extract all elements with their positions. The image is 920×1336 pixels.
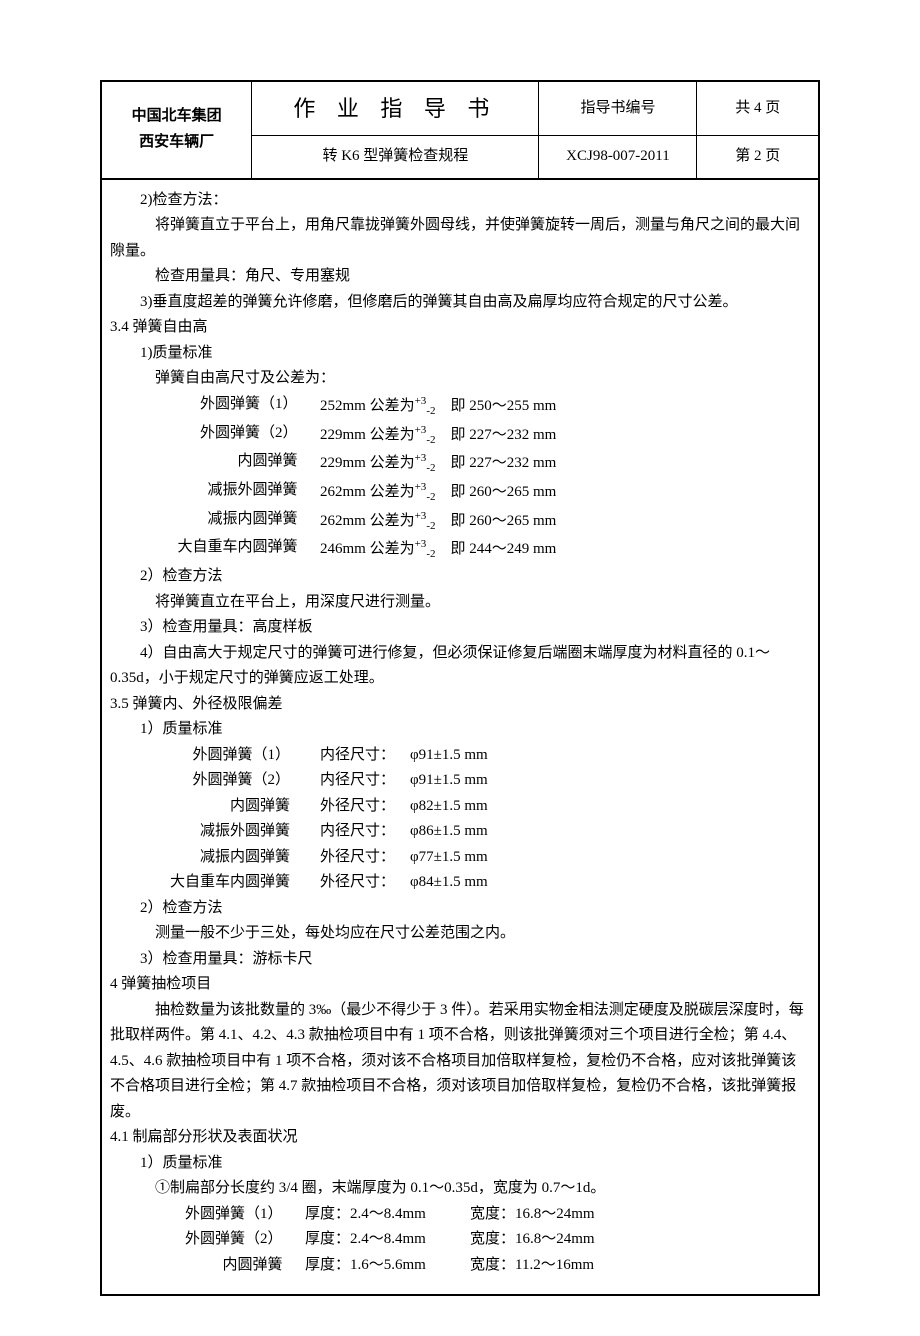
spring-name: 外圆弹簧（1） xyxy=(170,392,320,421)
dim-value: φ82±1.5 mm xyxy=(410,794,488,820)
thickness-value: 厚度：2.4～8.4mm xyxy=(305,1202,470,1228)
pages-total: 共 4 页 xyxy=(697,81,819,136)
spring-spec: 229mm 公差为+3-2 即 227～232 mm xyxy=(320,449,556,478)
spring-name: 外圆弹簧（2） xyxy=(170,421,320,450)
free-height-row: 外圆弹簧（1）252mm 公差为+3-2 即 250～255 mm xyxy=(170,392,810,421)
s41-q-label: 1）质量标准 xyxy=(110,1151,810,1177)
thickness-row: 外圆弹簧（1）厚度：2.4～8.4mm宽度：16.8～24mm xyxy=(170,1202,810,1228)
s34-m4: 4）自由高大于规定尺寸的弹簧可进行修复，但必须保证修复后端圈末端厚度为材料直径的… xyxy=(110,641,810,692)
diameter-row: 外圆弹簧（2）内径尺寸：φ91±1.5 mm xyxy=(170,768,810,794)
dim-value: φ91±1.5 mm xyxy=(410,768,488,794)
dim-label: 外径尺寸： xyxy=(320,870,410,896)
free-height-row: 减振外圆弹簧262mm 公差为+3-2 即 260～265 mm xyxy=(170,478,810,507)
doc-subtitle: 转 K6 型弹簧检查规程 xyxy=(252,136,539,179)
free-height-row: 内圆弹簧229mm 公差为+3-2 即 227～232 mm xyxy=(170,449,810,478)
s34-q-intro: 弹簧自由高尺寸及公差为： xyxy=(110,366,810,392)
pages-current: 第 2 页 xyxy=(697,136,819,179)
s4-body: 抽检数量为该批数量的 3‰（最少不得少于 3 件）。若采用实物金相法测定硬度及脱… xyxy=(110,998,810,1126)
dim-label: 外径尺寸： xyxy=(320,845,410,871)
spring-spec: 262mm 公差为+3-2 即 260～265 mm xyxy=(320,507,556,536)
diameter-row: 减振内圆弹簧外径尺寸：φ77±1.5 mm xyxy=(170,845,810,871)
diameter-row: 减振外圆弹簧内径尺寸：φ86±1.5 mm xyxy=(170,819,810,845)
org-line1: 中国北车集团 xyxy=(108,104,245,130)
spring-name: 内圆弹簧 xyxy=(170,794,320,820)
s41-q-body: ①制扁部分长度约 3/4 圈，末端厚度为 0.1～0.35d，宽度为 0.7～1… xyxy=(110,1176,810,1202)
s35-m2-label: 2）检查方法 xyxy=(110,896,810,922)
spring-name: 减振外圆弹簧 xyxy=(170,478,320,507)
dim-value: φ77±1.5 mm xyxy=(410,845,488,871)
spring-spec: 246mm 公差为+3-2 即 244～249 mm xyxy=(320,535,556,564)
s35-m3: 3）检查用量具：游标卡尺 xyxy=(110,947,810,973)
diameter-row: 外圆弹簧（1）内径尺寸：φ91±1.5 mm xyxy=(170,743,810,769)
dim-value: φ91±1.5 mm xyxy=(410,743,488,769)
thickness-row: 内圆弹簧厚度：1.6～5.6mm宽度：11.2～16mm xyxy=(170,1253,810,1279)
s35-q-label: 1）质量标准 xyxy=(110,717,810,743)
s35-heading: 3.5 弹簧内、外径极限偏差 xyxy=(110,692,810,718)
s35-m2-body: 测量一般不少于三处，每处均应在尺寸公差范围之内。 xyxy=(110,921,810,947)
doc-title: 作 业 指 导 书 xyxy=(293,96,497,121)
spring-name: 内圆弹簧 xyxy=(170,1253,305,1279)
s32-method-label: 2)检查方法： xyxy=(110,188,810,214)
spring-name: 减振内圆弹簧 xyxy=(170,507,320,536)
docnum-value: XCJ98-007-2011 xyxy=(539,136,697,179)
dim-label: 内径尺寸： xyxy=(320,768,410,794)
s32-tools: 检查用量具：角尺、专用塞规 xyxy=(110,264,810,290)
free-height-row: 外圆弹簧（2）229mm 公差为+3-2 即 227～232 mm xyxy=(170,421,810,450)
s34-q-label: 1)质量标准 xyxy=(110,341,810,367)
s34-m2-label: 2）检查方法 xyxy=(110,564,810,590)
width-value: 宽度：16.8～24mm xyxy=(470,1202,595,1228)
spring-name: 外圆弹簧（2） xyxy=(170,1227,305,1253)
spring-spec: 229mm 公差为+3-2 即 227～232 mm xyxy=(320,421,556,450)
width-value: 宽度：11.2～16mm xyxy=(470,1253,594,1279)
org-line2: 西安车辆厂 xyxy=(108,130,245,156)
dim-value: φ84±1.5 mm xyxy=(410,870,488,896)
free-height-table: 外圆弹簧（1）252mm 公差为+3-2 即 250～255 mm外圆弹簧（2）… xyxy=(170,392,810,564)
s4-heading: 4 弹簧抽检项目 xyxy=(110,972,810,998)
title-cell: 作 业 指 导 书 xyxy=(252,81,539,136)
dim-label: 内径尺寸： xyxy=(320,819,410,845)
spring-name: 外圆弹簧（1） xyxy=(170,743,320,769)
docnum-label: 指导书编号 xyxy=(539,81,697,136)
free-height-row: 减振内圆弹簧262mm 公差为+3-2 即 260～265 mm xyxy=(170,507,810,536)
document-header: 中国北车集团 西安车辆厂 作 业 指 导 书 指导书编号 共 4 页 转 K6 … xyxy=(100,80,820,180)
spring-name: 内圆弹簧 xyxy=(170,449,320,478)
spring-name: 大自重车内圆弹簧 xyxy=(170,870,320,896)
spring-name: 大自重车内圆弹簧 xyxy=(170,535,320,564)
thickness-table: 外圆弹簧（1）厚度：2.4～8.4mm宽度：16.8～24mm外圆弹簧（2）厚度… xyxy=(170,1202,810,1279)
thickness-value: 厚度：2.4～8.4mm xyxy=(305,1227,470,1253)
s34-heading: 3.4 弹簧自由高 xyxy=(110,315,810,341)
s32-method-body: 将弹簧直立于平台上，用角尺靠拢弹簧外圆母线，并使弹簧旋转一周后，测量与角尺之间的… xyxy=(110,213,810,264)
dim-value: φ86±1.5 mm xyxy=(410,819,488,845)
diameter-table: 外圆弹簧（1）内径尺寸：φ91±1.5 mm外圆弹簧（2）内径尺寸：φ91±1.… xyxy=(170,743,810,896)
width-value: 宽度：16.8～24mm xyxy=(470,1227,595,1253)
spring-name: 外圆弹簧（2） xyxy=(170,768,320,794)
document-body: 2)检查方法： 将弹簧直立于平台上，用角尺靠拢弹簧外圆母线，并使弹簧旋转一周后，… xyxy=(100,180,820,1296)
s34-m2-body: 将弹簧直立在平台上，用深度尺进行测量。 xyxy=(110,590,810,616)
thickness-value: 厚度：1.6～5.6mm xyxy=(305,1253,470,1279)
s41-heading: 4.1 制扁部分形状及表面状况 xyxy=(110,1125,810,1151)
diameter-row: 内圆弹簧外径尺寸：φ82±1.5 mm xyxy=(170,794,810,820)
s34-m3: 3）检查用量具：高度样板 xyxy=(110,615,810,641)
dim-label: 外径尺寸： xyxy=(320,794,410,820)
spring-name: 减振内圆弹簧 xyxy=(170,845,320,871)
spring-name: 外圆弹簧（1） xyxy=(170,1202,305,1228)
spring-spec: 252mm 公差为+3-2 即 250～255 mm xyxy=(320,392,556,421)
org-cell: 中国北车集团 西安车辆厂 xyxy=(101,81,252,179)
dim-label: 内径尺寸： xyxy=(320,743,410,769)
s32-p3: 3)垂直度超差的弹簧允许修磨，但修磨后的弹簧其自由高及扁厚均应符合规定的尺寸公差… xyxy=(110,290,810,316)
thickness-row: 外圆弹簧（2）厚度：2.4～8.4mm宽度：16.8～24mm xyxy=(170,1227,810,1253)
spring-spec: 262mm 公差为+3-2 即 260～265 mm xyxy=(320,478,556,507)
diameter-row: 大自重车内圆弹簧外径尺寸：φ84±1.5 mm xyxy=(170,870,810,896)
spring-name: 减振外圆弹簧 xyxy=(170,819,320,845)
free-height-row: 大自重车内圆弹簧246mm 公差为+3-2 即 244～249 mm xyxy=(170,535,810,564)
